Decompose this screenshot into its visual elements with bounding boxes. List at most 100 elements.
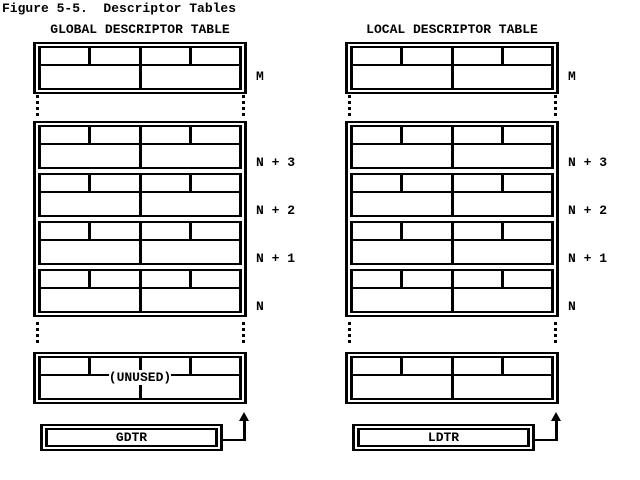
descriptor-field-cell [142,271,192,287]
ldt-entry-label-n: N [568,299,576,314]
descriptor-entry-unused: (UNUSED) [38,356,242,400]
descriptor-field-cell [142,241,240,263]
descriptor-word-row [353,193,551,215]
ellipsis-dots [554,95,557,119]
descriptor-field-cell [41,289,142,311]
descriptor-word-row [353,223,551,241]
descriptor-field-cell [353,127,404,143]
descriptor-word-row [41,66,239,88]
descriptor-entry [350,356,554,400]
descriptor-field-cell [142,145,240,167]
descriptor-entry [38,46,242,90]
ldt-header: LOCAL DESCRIPTOR TABLE [366,22,538,37]
descriptor-field-cell [403,48,454,64]
descriptor-word-row [353,271,551,289]
ldt-entry-label-n3: N + 3 [568,155,608,170]
descriptor-field-cell [91,175,142,191]
descriptor-field-cell [353,289,454,311]
descriptor-field-cell [142,175,192,191]
descriptor-field-cell [504,127,551,143]
ldt-entry-label-n1: N + 1 [568,251,608,266]
figure-title: Figure 5-5. Descriptor Tables [2,1,237,16]
descriptor-field-cell [504,223,551,239]
ldt-descriptor-stack [345,121,559,317]
gdt-descriptor-box-m [33,42,247,94]
descriptor-field-cell [41,376,142,398]
ldt-entry-label-n2: N + 2 [568,203,608,218]
descriptor-field-cell [142,48,192,64]
descriptor-word-row [353,376,551,398]
descriptor-word-row [353,175,551,193]
gdtr-register-label: GDTR [115,430,148,445]
descriptor-field-cell [142,127,192,143]
descriptor-entry-n2 [350,173,554,217]
ellipsis-dots [36,322,39,346]
descriptor-field-cell [454,66,552,88]
ldtr-register-box: LDTR [352,424,535,451]
ldt-entry-label-m: M [568,69,576,84]
ellipsis-dots [348,95,351,119]
descriptor-entry-n [38,269,242,313]
descriptor-field-cell [142,358,192,374]
descriptor-field-cell [41,175,92,191]
descriptor-field-cell [41,241,142,263]
descriptor-field-cell [91,223,142,239]
descriptor-field-cell [41,145,142,167]
descriptor-field-cell [454,193,552,215]
descriptor-field-cell [353,358,404,374]
descriptor-word-row [353,358,551,376]
descriptor-field-cell [41,223,92,239]
descriptor-word-row [41,145,239,167]
descriptor-field-cell [403,358,454,374]
descriptor-word-row [41,241,239,263]
descriptor-field-cell [353,175,404,191]
descriptor-entry [350,46,554,90]
gdtr-connector-line [223,439,246,441]
descriptor-field-cell [403,271,454,287]
descriptor-field-cell [91,48,142,64]
gdt-entry-label-n: N [256,299,264,314]
descriptor-word-row [41,223,239,241]
ldt-descriptor-box-m [345,42,559,94]
descriptor-entry-n [350,269,554,313]
descriptor-field-cell [403,127,454,143]
descriptor-field-cell [454,241,552,263]
arrow-up-icon [551,412,561,421]
gdt-entry-label-n1: N + 1 [256,251,296,266]
descriptor-field-cell [91,358,142,374]
descriptor-word-row [353,66,551,88]
gdt-entry-label-m: M [256,69,264,84]
descriptor-word-row [41,175,239,193]
descriptor-word-row [41,127,239,145]
descriptor-field-cell [504,358,551,374]
descriptor-entry-n3 [38,125,242,169]
descriptor-word-row [41,376,239,398]
descriptor-field-cell [41,66,142,88]
descriptor-field-cell [41,271,92,287]
descriptor-field-cell [454,223,504,239]
descriptor-field-cell [403,223,454,239]
gdt-descriptor-stack [33,121,247,317]
descriptor-word-row [353,127,551,145]
descriptor-field-cell [454,145,552,167]
descriptor-word-row [41,193,239,215]
descriptor-field-cell [192,48,239,64]
descriptor-field-cell [192,175,239,191]
ldtr-register-inner: LDTR [357,428,530,447]
descriptor-word-row [353,241,551,263]
descriptor-field-cell [41,193,142,215]
ellipsis-dots [348,322,351,346]
descriptor-field-cell [353,376,454,398]
descriptor-field-cell [353,66,454,88]
ellipsis-dots [242,322,245,346]
ldt-bottom-descriptor-box [345,352,559,404]
ellipsis-dots [36,95,39,119]
gdt-unused-descriptor-box: (UNUSED) [33,352,247,404]
descriptor-field-cell [504,175,551,191]
descriptor-field-cell [353,271,404,287]
gdtr-register-inner: GDTR [45,428,218,447]
descriptor-entry-n1 [38,221,242,265]
descriptor-word-row [41,289,239,311]
ldtr-connector-line [535,439,558,441]
